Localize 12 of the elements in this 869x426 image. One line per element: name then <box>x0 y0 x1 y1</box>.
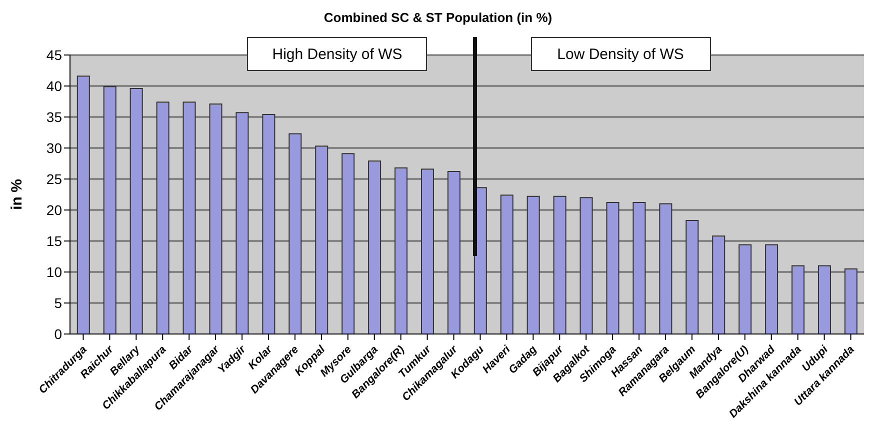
y-tick-label: 35 <box>46 108 62 125</box>
y-tick-label: 45 <box>46 46 62 63</box>
y-axis-title: in % <box>8 179 26 210</box>
y-tick-label: 5 <box>54 294 62 311</box>
y-tick-label: 20 <box>46 202 62 218</box>
y-tick-label: 10 <box>46 264 62 280</box>
y-tick-label: 0 <box>54 326 62 342</box>
y-tick-label: 30 <box>46 140 62 156</box>
y-tick-label: 25 <box>46 170 62 187</box>
y-tick-label: 15 <box>46 232 62 249</box>
y-tick-label: 40 <box>46 78 62 94</box>
chart-title: Combined SC & ST Population (in %) <box>322 10 554 25</box>
